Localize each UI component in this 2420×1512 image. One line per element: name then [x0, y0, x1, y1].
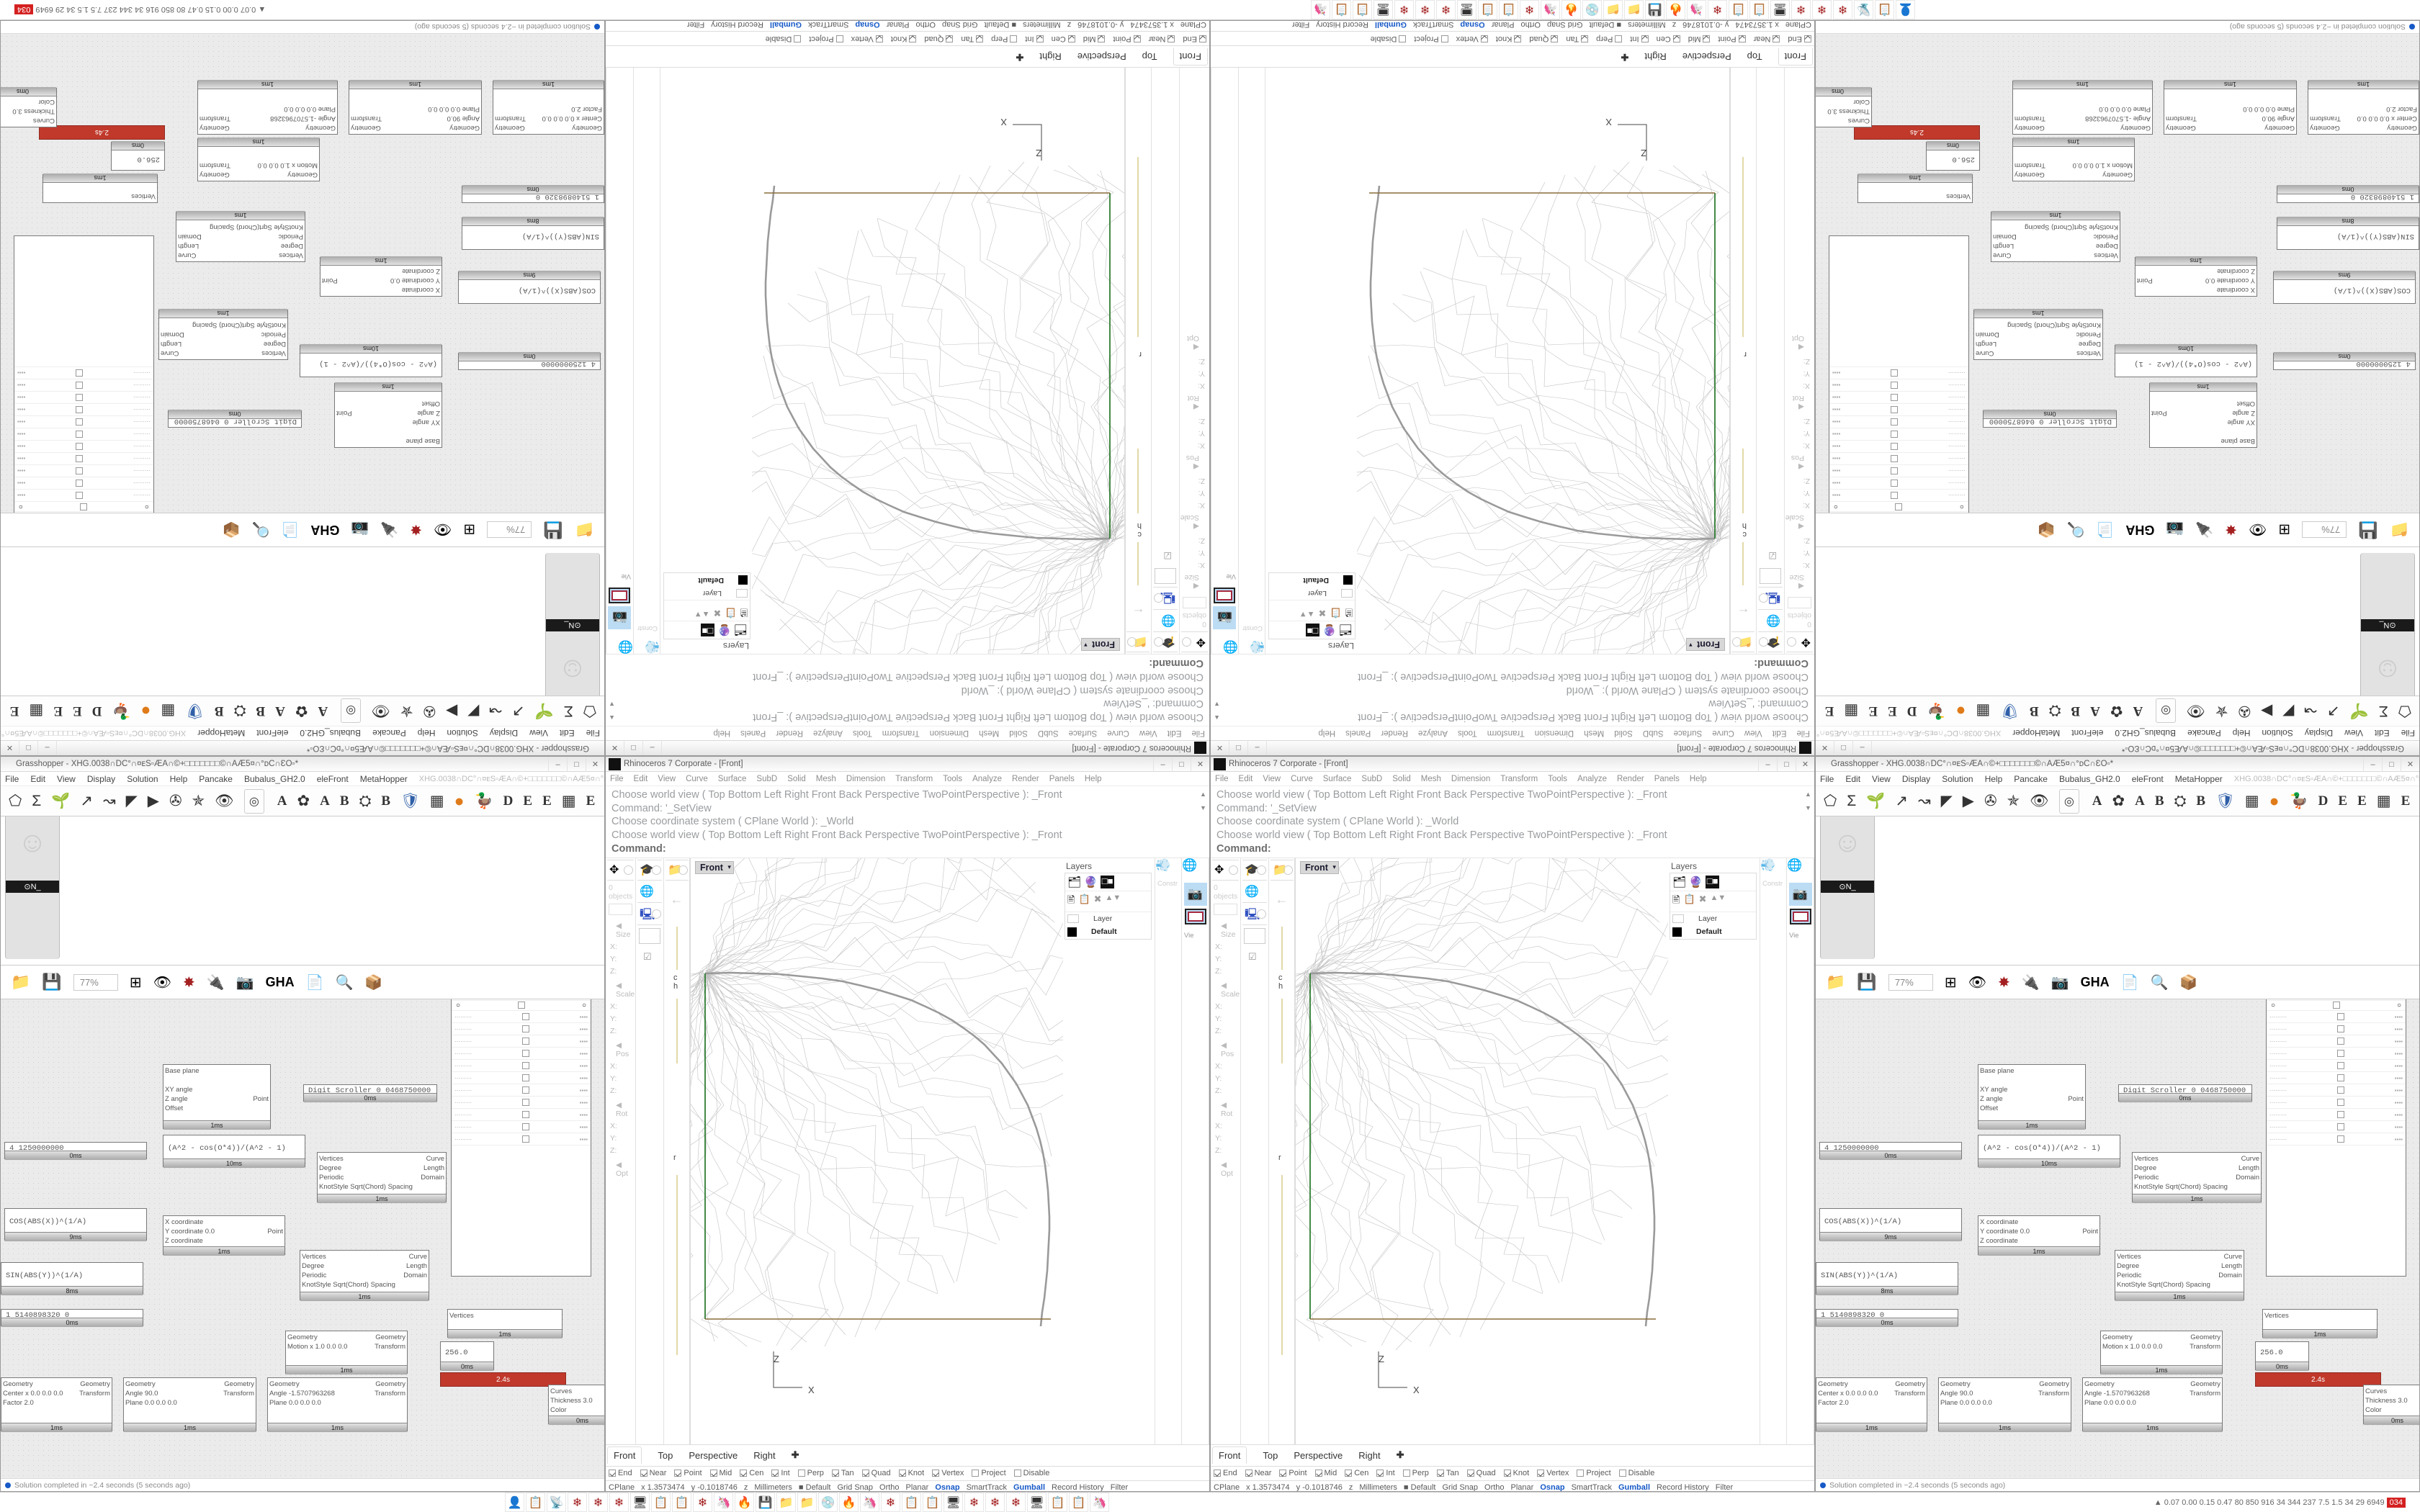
svg-text:Z: Z [1641, 148, 1646, 158]
svg-text:X: X [1000, 117, 1007, 127]
svg-text:Z: Z [1036, 148, 1041, 158]
svg-text:X: X [1605, 117, 1612, 127]
svg-text:X: X [808, 1385, 815, 1395]
svg-text:Z: Z [774, 1354, 779, 1364]
svg-text:Z: Z [1379, 1354, 1384, 1364]
svg-text:X: X [1413, 1385, 1420, 1395]
